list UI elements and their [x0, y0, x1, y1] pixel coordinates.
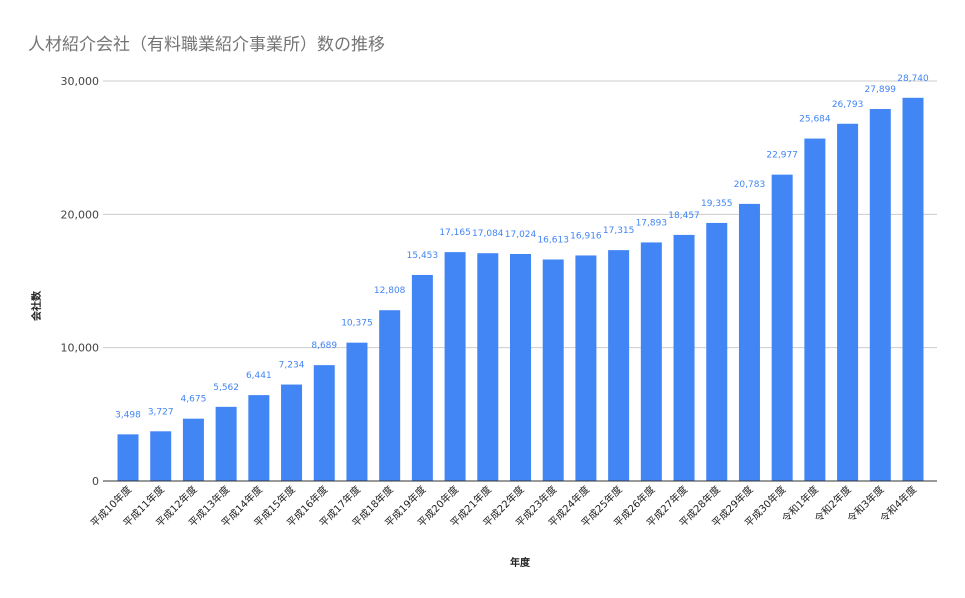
x-axis-categories: 平成10年度平成11年度平成12年度平成13年度平成14年度平成15年度平成16…	[88, 483, 919, 529]
bars	[117, 97, 924, 482]
bar	[182, 418, 204, 481]
x-axis-title: 年度	[510, 556, 531, 569]
bar	[411, 274, 433, 481]
data-label: 4,675	[181, 395, 207, 405]
y-tick-label: 30,000	[61, 75, 100, 88]
data-label: 10,375	[341, 319, 373, 329]
bar	[281, 384, 303, 481]
data-label: 17,024	[505, 230, 537, 240]
y-tick-label: 10,000	[61, 342, 100, 355]
bar	[608, 250, 630, 481]
bar	[542, 259, 564, 481]
y-tick-label: 20,000	[61, 208, 100, 221]
bar	[640, 242, 662, 481]
bar	[117, 434, 139, 481]
data-label: 16,613	[537, 235, 569, 245]
bar	[902, 97, 924, 482]
data-label: 5,562	[213, 383, 239, 393]
data-label: 27,899	[865, 85, 897, 95]
bar	[869, 109, 891, 481]
data-label: 3,727	[148, 407, 174, 417]
bar	[575, 255, 597, 481]
data-label: 8,689	[311, 341, 337, 351]
data-label: 20,783	[734, 180, 766, 190]
bar	[738, 203, 760, 482]
data-label: 19,355	[701, 199, 733, 209]
y-tick-label: 0	[92, 475, 99, 488]
bar	[706, 222, 728, 481]
bar	[215, 406, 237, 481]
data-label: 17,084	[472, 229, 504, 239]
data-label: 28,740	[897, 74, 929, 84]
bar	[313, 365, 335, 481]
bar	[771, 174, 793, 481]
data-labels: 3,498 3,727 4,675 5,562 6,441 7,234 8,689 10,37…	[115, 74, 929, 421]
bar	[673, 234, 695, 481]
data-label: 6,441	[246, 371, 272, 381]
y-axis-ticks: 0 10,000 20,000 30,000	[61, 75, 100, 488]
data-label: 17,165	[439, 228, 471, 238]
bar	[510, 254, 531, 481]
data-label: 17,893	[636, 218, 668, 228]
data-label: 15,453	[407, 251, 439, 261]
bar	[150, 431, 172, 481]
data-label: 7,234	[279, 361, 305, 371]
bar	[804, 138, 826, 481]
chart-title: 人材紹介会社（有料職業紹介事業所）数の推移	[28, 35, 385, 55]
y-axis-title: 会社数	[30, 290, 43, 321]
bar	[248, 395, 270, 481]
bar	[444, 252, 466, 481]
bar	[379, 310, 401, 481]
bar	[346, 342, 368, 481]
bar	[837, 123, 859, 481]
data-label: 18,457	[668, 211, 700, 221]
data-label: 17,315	[603, 226, 635, 236]
data-label: 12,808	[374, 286, 406, 296]
data-label: 26,793	[832, 100, 864, 110]
data-label: 16,916	[570, 231, 602, 241]
data-label: 22,977	[766, 151, 798, 161]
data-label: 3,498	[115, 410, 141, 420]
data-label: 25,684	[799, 115, 831, 125]
bar	[477, 253, 499, 481]
